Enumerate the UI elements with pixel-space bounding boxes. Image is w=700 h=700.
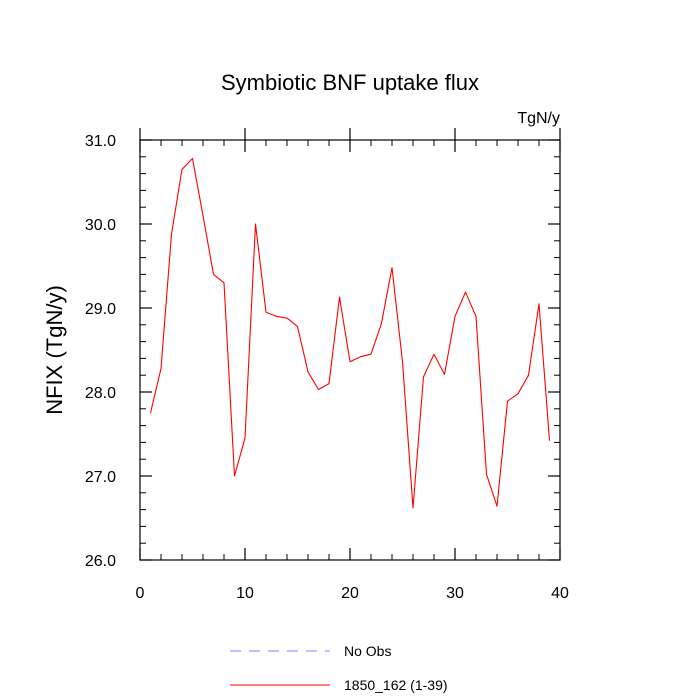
y-tick-label: 29.0 bbox=[85, 301, 116, 318]
x-tick-label: 30 bbox=[446, 585, 464, 602]
series-line bbox=[149, 157, 551, 509]
units-label: TgN/y bbox=[517, 110, 560, 127]
ticks-group bbox=[139, 128, 561, 561]
chart-title: Symbiotic BNF uptake flux bbox=[221, 70, 479, 95]
y-tick-label: 30.0 bbox=[85, 217, 116, 234]
y-axis-label: NFIX (TgN/y) bbox=[42, 285, 67, 415]
x-tick-label: 40 bbox=[551, 585, 569, 602]
x-tick-label: 10 bbox=[236, 585, 254, 602]
legend-label: No Obs bbox=[344, 643, 391, 659]
y-tick-label: 28.0 bbox=[85, 385, 116, 402]
x-tick-label: 20 bbox=[341, 585, 359, 602]
legend-label: 1850_162 (1-39) bbox=[344, 677, 448, 693]
y-tick-label: 31.0 bbox=[85, 133, 116, 150]
y-tick-label: 26.0 bbox=[85, 553, 116, 570]
plot-frame bbox=[139, 139, 561, 561]
x-tick-label: 0 bbox=[136, 585, 145, 602]
tick-labels-group: 26.0 27.0 28.0 29.0 30.0 31.0 0 10 20 30 40 bbox=[85, 133, 569, 602]
series-group bbox=[149, 157, 551, 509]
legend: No Obs 1850_162 (1-39) bbox=[230, 643, 448, 693]
y-tick-label: 27.0 bbox=[85, 469, 116, 486]
